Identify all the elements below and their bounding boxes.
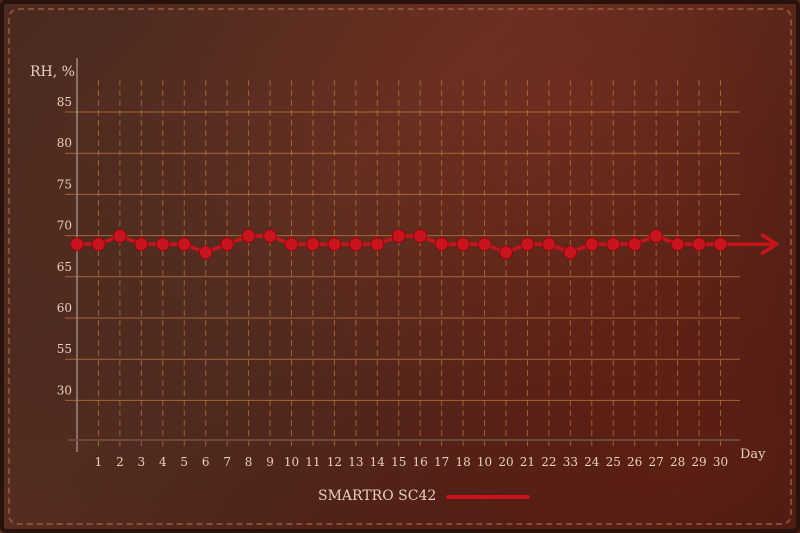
x-tick-label: 10 bbox=[284, 455, 299, 469]
x-tick-label: 18 bbox=[455, 455, 470, 469]
data-point bbox=[499, 245, 513, 260]
x-tick-label: 9 bbox=[266, 455, 274, 469]
data-point bbox=[241, 229, 256, 243]
data-point bbox=[649, 229, 664, 243]
x-tick-label: 29 bbox=[691, 455, 706, 469]
x-tick-label: 6 bbox=[202, 455, 210, 469]
x-tick-label: 17 bbox=[434, 455, 449, 469]
y-tick-label: 75 bbox=[57, 177, 72, 191]
data-point bbox=[563, 245, 578, 260]
data-point bbox=[177, 237, 192, 252]
data-point bbox=[155, 237, 170, 252]
data-point bbox=[348, 237, 363, 252]
data-point bbox=[327, 237, 342, 252]
data-point bbox=[434, 237, 449, 252]
data-point bbox=[413, 229, 428, 243]
data-point bbox=[134, 237, 149, 252]
data-point bbox=[70, 237, 84, 252]
x-tick-label: 8 bbox=[245, 455, 253, 469]
x-tick-label: 11 bbox=[305, 455, 320, 469]
x-tick-label: 24 bbox=[584, 455, 600, 469]
x-tick-label: 30 bbox=[713, 455, 728, 469]
x-tick-label: 4 bbox=[159, 455, 167, 469]
x-tick-label: 13 bbox=[348, 455, 363, 469]
x-tick-label: 15 bbox=[391, 455, 406, 469]
data-point bbox=[541, 237, 556, 252]
x-tick-label: 28 bbox=[670, 455, 685, 469]
x-tick-label: 22 bbox=[541, 455, 556, 469]
data-point bbox=[520, 237, 535, 252]
y-tick-label: 30 bbox=[57, 383, 72, 397]
x-tick-label: 25 bbox=[606, 455, 621, 469]
data-point bbox=[263, 229, 278, 243]
data-point bbox=[692, 237, 707, 252]
y-tick-label: 70 bbox=[57, 219, 72, 233]
stitching-border bbox=[8, 8, 792, 525]
x-tick-label: 26 bbox=[627, 455, 642, 469]
y-tick-label: 80 bbox=[57, 136, 72, 150]
y-tick-label: 85 bbox=[57, 95, 72, 109]
data-point bbox=[627, 237, 642, 252]
x-tick-label: 27 bbox=[649, 455, 664, 469]
x-tick-label: 16 bbox=[413, 455, 428, 469]
x-tick-label: 1 bbox=[95, 455, 103, 469]
x-tick-label: 21 bbox=[520, 455, 535, 469]
data-point bbox=[584, 237, 599, 252]
data-point bbox=[713, 237, 728, 252]
x-tick-label: 7 bbox=[223, 455, 231, 469]
data-point bbox=[112, 229, 127, 243]
data-point bbox=[305, 237, 320, 252]
y-tick-label: 60 bbox=[57, 301, 72, 315]
data-point bbox=[198, 245, 213, 260]
data-point bbox=[370, 237, 385, 252]
data-point bbox=[606, 237, 621, 252]
data-point bbox=[456, 237, 471, 252]
x-tick-label: 2 bbox=[116, 455, 124, 469]
y-tick-label: 55 bbox=[57, 342, 72, 356]
legend-label: SMARTRO SC42 bbox=[318, 488, 436, 504]
x-tick-label: 5 bbox=[180, 455, 188, 469]
y-tick-label: 65 bbox=[57, 260, 72, 274]
data-point bbox=[284, 237, 299, 252]
data-point bbox=[220, 237, 235, 252]
x-tick-label: 3 bbox=[138, 455, 146, 469]
arrow-head-icon bbox=[760, 233, 780, 255]
data-point bbox=[477, 237, 492, 252]
y-axis-label: RH, % bbox=[30, 64, 75, 80]
x-tick-label: 20 bbox=[498, 455, 513, 469]
x-tick-label: 14 bbox=[370, 455, 386, 469]
data-point bbox=[391, 229, 406, 243]
x-tick-label: 12 bbox=[327, 455, 342, 469]
data-point bbox=[91, 237, 106, 252]
x-tick-label: 10 bbox=[477, 455, 492, 469]
x-tick-label: 33 bbox=[563, 455, 578, 469]
data-point bbox=[670, 237, 685, 252]
x-axis-label: Day bbox=[740, 447, 766, 462]
